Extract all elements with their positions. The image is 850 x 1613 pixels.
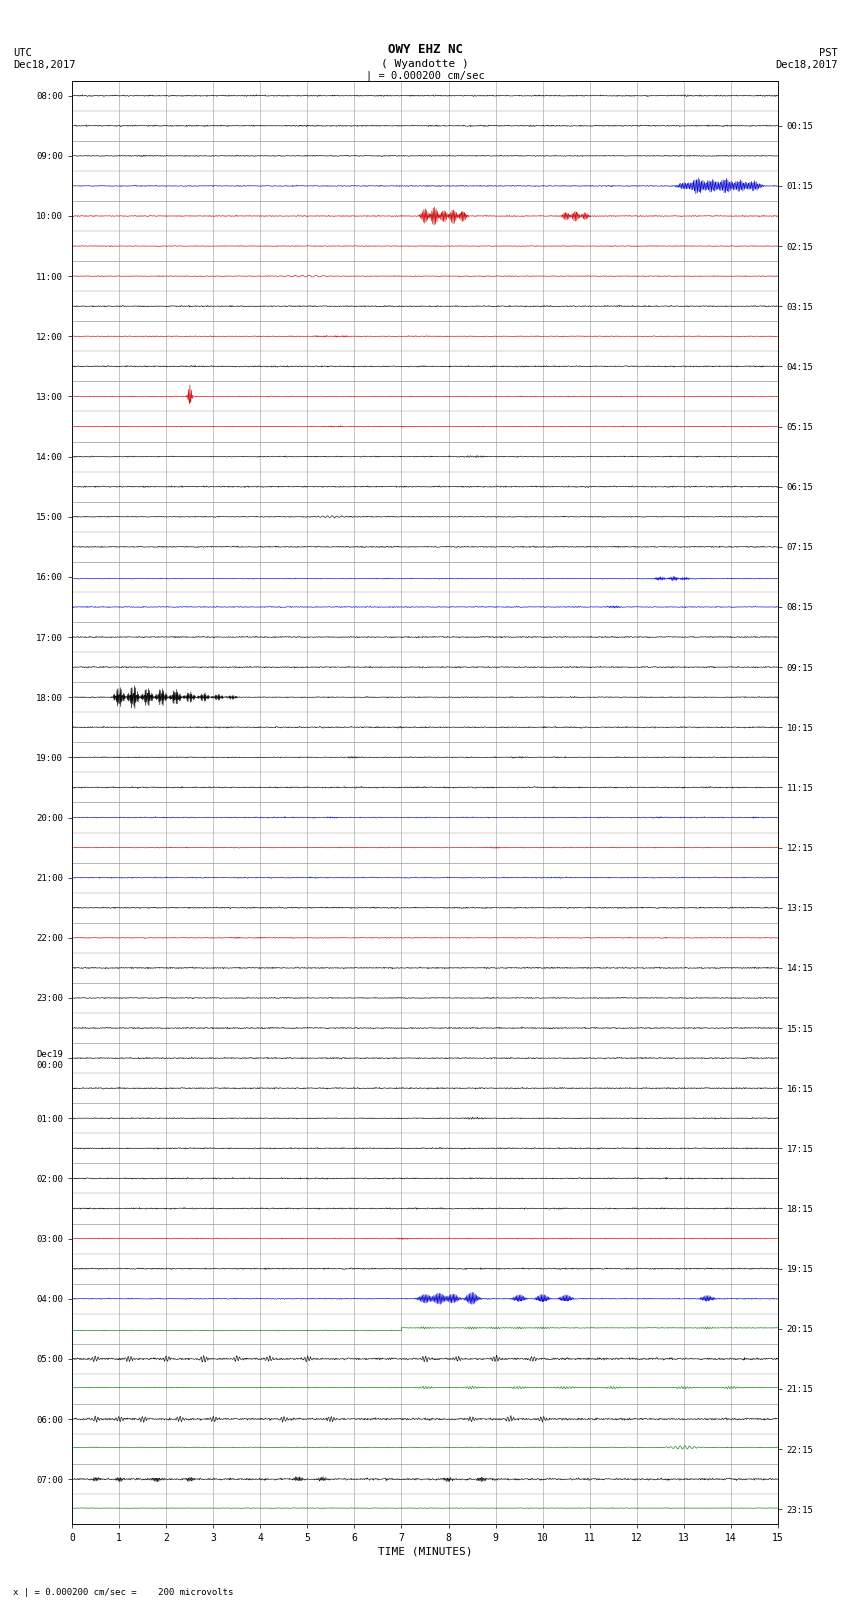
Text: Dec18,2017: Dec18,2017 xyxy=(774,60,837,69)
Text: Dec18,2017: Dec18,2017 xyxy=(13,60,76,69)
Text: PST: PST xyxy=(819,48,837,58)
Text: OWY EHZ NC: OWY EHZ NC xyxy=(388,44,462,56)
Text: ( Wyandotte ): ( Wyandotte ) xyxy=(381,60,469,69)
Text: UTC: UTC xyxy=(13,48,31,58)
X-axis label: TIME (MINUTES): TIME (MINUTES) xyxy=(377,1547,473,1557)
Text: x | = 0.000200 cm/sec =    200 microvolts: x | = 0.000200 cm/sec = 200 microvolts xyxy=(13,1587,233,1597)
Text: | = 0.000200 cm/sec: | = 0.000200 cm/sec xyxy=(366,69,484,81)
